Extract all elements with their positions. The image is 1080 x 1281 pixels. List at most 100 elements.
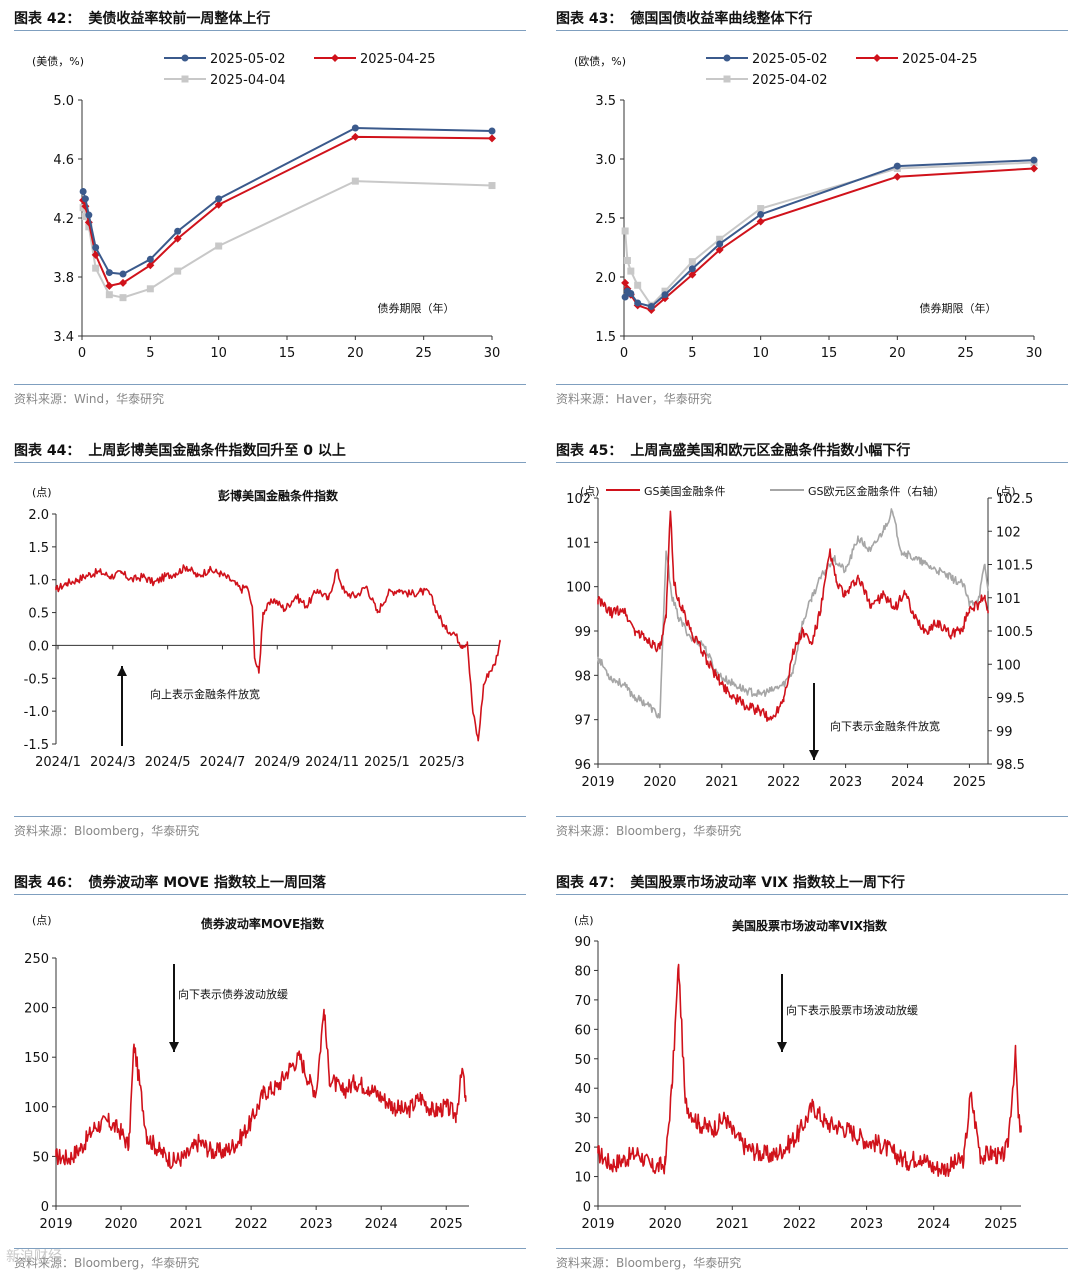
source-rule: [556, 816, 1068, 817]
source-rule: [14, 1248, 526, 1249]
y-tick-label: 4.2: [53, 212, 74, 227]
data-point: [119, 294, 127, 302]
data-point: [627, 290, 635, 298]
x-tick-label: 0: [620, 346, 628, 361]
legend-marker: [723, 54, 731, 62]
y-tick-label: 40: [574, 1082, 591, 1097]
data-point: [81, 195, 89, 203]
y-tick-label: 102: [566, 492, 591, 507]
data-point: [688, 270, 697, 279]
data-point: [627, 267, 635, 275]
panel-43: 图表 43： 德国国债收益率曲线整体下行 (欧债，%) 2025-05-02 2025…: [556, 8, 1068, 408]
y-tick-label: 3.8: [53, 271, 74, 286]
panel-title-text: 上周彭博美国金融条件指数回升至 0 以上: [88, 443, 346, 459]
series-line: [82, 127, 493, 276]
x-tick-label: 20: [347, 346, 364, 361]
legend-marker: [723, 75, 731, 83]
y-tick-label-right: 101.5: [996, 559, 1033, 574]
legend-marker: [331, 54, 339, 62]
x-tick-label: 15: [279, 346, 296, 361]
panel-46: 图表 46： 债券波动率 MOVE 指数较上一周回落 (点) 债券波动率MOVE指数…: [14, 872, 526, 1272]
y-tick-label-right: 100.5: [996, 625, 1033, 640]
panel-title-text: 上周高盛美国和欧元区金融条件指数小幅下行: [630, 443, 911, 459]
data-point: [146, 255, 154, 263]
y-tick-label-right: 99.5: [996, 692, 1025, 707]
x-tick-label: 5: [688, 346, 696, 361]
x-tick-label: 2021: [705, 775, 738, 790]
y-tick-label: 50: [32, 1150, 49, 1165]
y-tick-label: 2.0: [28, 508, 49, 523]
data-point: [715, 245, 724, 254]
data-point: [173, 234, 182, 243]
watermark: 新浪财经: [6, 1249, 62, 1265]
chart-title: 债券波动率MOVE指数: [201, 916, 325, 931]
y-tick-label: 150: [24, 1051, 49, 1066]
series-line: [624, 159, 1035, 308]
y-tick-label: 3.0: [595, 153, 616, 168]
y-tick-label-right: 98.5: [996, 758, 1025, 773]
x-tick-label: 15: [821, 346, 838, 361]
y-tick-label: 97: [574, 714, 591, 729]
x-tick-label: 2025: [430, 1217, 463, 1232]
x-tick-label: 2023: [829, 775, 862, 790]
data-point: [488, 182, 496, 190]
panel-title-text: 美国股票市场波动率 VIX 指数较上一周下行: [630, 875, 905, 891]
y-tick-label: 200: [24, 1002, 49, 1017]
bloomberg-fci-chart: (点) 彭博美国金融条件指数 -1.5 -1.0 -0.5 0.0 0.5 1.0 1.5 2.0…: [24, 486, 501, 770]
annotation-arrowhead: [117, 666, 127, 676]
panel-47: 图表 47： 美国股票市场波动率 VIX 指数较上一周下行 (点) 美国股票市场波动…: [556, 872, 1068, 1272]
y-tick-label: 5.0: [53, 94, 74, 109]
legend-label: 2025-04-25: [360, 52, 436, 67]
panel-title-text: 债券波动率 MOVE 指数较上一周回落: [88, 875, 326, 891]
x-tick-label: 2019: [39, 1217, 72, 1232]
y-tick-label: 1.5: [595, 330, 616, 345]
panel-title: 图表 44： 上周彭博美国金融条件指数回升至 0 以上: [14, 440, 346, 460]
legend-label: GS美国金融条件: [644, 484, 726, 498]
source-note: 资料来源：Bloomberg，华泰研究: [14, 1256, 200, 1270]
legend-label: 2025-05-02: [752, 52, 828, 67]
title-rule: [14, 30, 526, 31]
x-tick-label: 2024: [917, 1217, 950, 1232]
data-point: [174, 227, 182, 235]
series-line: [597, 508, 989, 719]
x-tick-label: 2021: [716, 1217, 749, 1232]
y-tick-label: 70: [574, 994, 591, 1009]
panel-45: 图表 45： 上周高盛美国和欧元区金融条件指数小幅下行 (点) (点) GS美国金融条…: [556, 440, 1068, 840]
x-tick-label: 30: [1026, 346, 1043, 361]
y-tick-label: 30: [574, 1112, 591, 1127]
panel-number: 图表 44：: [14, 443, 81, 459]
title-rule: [556, 462, 1068, 463]
y-tick-label: 0.5: [28, 607, 49, 622]
data-point: [1030, 164, 1038, 173]
y-tick-label: 4.6: [53, 153, 74, 168]
data-point: [488, 127, 496, 135]
x-tick-label: 20: [889, 346, 906, 361]
panel-number: 图表 43：: [556, 11, 623, 27]
panel-title: 图表 45： 上周高盛美国和欧元区金融条件指数小幅下行: [556, 440, 910, 460]
y-tick-label: 1.5: [28, 541, 49, 556]
panel-title: 图表 43： 德国国债收益率曲线整体下行: [556, 8, 812, 28]
series-line: [624, 161, 1035, 307]
data-point: [488, 134, 496, 143]
x-tick-label: 2020: [643, 775, 676, 790]
annotation-text: 向下表示股票市场波动放缓: [786, 1003, 918, 1017]
x-tick-label: 2023: [850, 1217, 883, 1232]
data-point: [81, 213, 89, 221]
y-tick-label: 3.4: [53, 330, 74, 345]
legend-marker: [181, 54, 189, 62]
source-rule: [556, 384, 1068, 385]
data-point: [757, 205, 765, 213]
x-tick-label: 25: [957, 346, 974, 361]
data-point: [688, 258, 696, 266]
x-tick-label: 5: [146, 346, 154, 361]
data-point: [351, 177, 359, 185]
data-point: [621, 293, 629, 301]
unit-label: (点): [32, 914, 52, 927]
panel-title: 图表 47： 美国股票市场波动率 VIX 指数较上一周下行: [556, 872, 905, 892]
panel-title-text: 美债收益率较前一周整体上行: [88, 11, 271, 27]
y-tick-label-right: 100: [996, 658, 1021, 673]
y-tick-label: 250: [24, 952, 49, 967]
panel-42: 图表 42： 美债收益率较前一周整体上行 (美债，%) 2025-05-02 2025…: [14, 8, 526, 408]
x-tick-label: 2025: [953, 775, 986, 790]
data-point: [756, 217, 765, 226]
